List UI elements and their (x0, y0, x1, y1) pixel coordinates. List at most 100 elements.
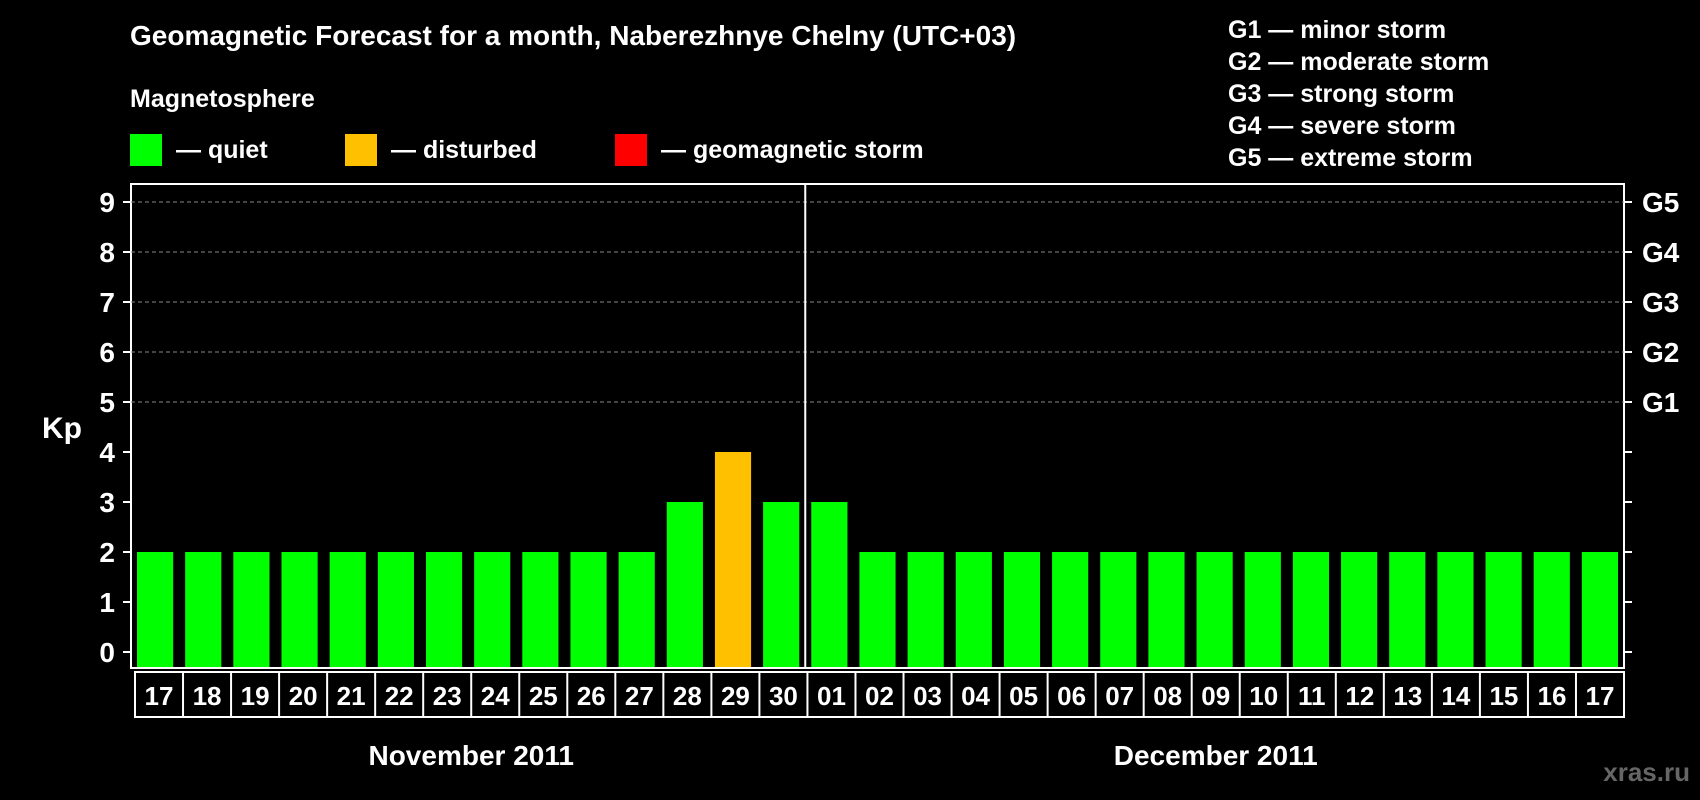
bar-25 (1341, 552, 1378, 667)
x-tick-label-28: 15 (1489, 681, 1518, 711)
legend-quiet: — quiet (130, 133, 268, 167)
g-scale-item-g1: G1 — minor storm (1228, 16, 1447, 44)
watermark: xras.ru (1603, 757, 1690, 787)
legend-label-storm: — geomagnetic storm (661, 135, 924, 164)
g-scale-item-g5: G5 — extreme storm (1228, 144, 1473, 172)
x-tick-label-4: 21 (337, 681, 366, 711)
y-tick-label-7: 7 (99, 287, 115, 318)
bar-18 (1003, 552, 1041, 667)
x-tick-label-25: 12 (1345, 681, 1374, 711)
day-axis-frame (134, 671, 1625, 718)
section-label: Magnetosphere (130, 85, 315, 113)
y-tick-label-0: 0 (99, 637, 115, 668)
bar-8 (522, 552, 559, 667)
bar-13 (763, 502, 800, 667)
x-tick-label-13: 30 (769, 681, 798, 711)
x-tick-label-14: 01 (817, 681, 846, 711)
bar-24 (1292, 552, 1330, 667)
y-tick-label-5: 5 (99, 387, 115, 418)
x-tick-label-1: 18 (193, 681, 222, 711)
g-scale-list: G1 — minor storm G2 — moderate storm G3 … (1228, 14, 1489, 174)
x-tick-label-11: 28 (673, 681, 702, 711)
legend-label-quiet: — quiet (176, 135, 268, 164)
legend-swatch-disturbed (345, 134, 377, 166)
x-tick-label-18: 05 (1009, 681, 1038, 711)
x-tick-label-5: 22 (385, 681, 414, 711)
g-axis-label-g2: G2 (1642, 337, 1679, 368)
x-tick-label-30: 17 (1586, 681, 1615, 711)
bar-27 (1437, 552, 1474, 667)
bar-20 (1100, 552, 1137, 667)
x-tick-label-24: 11 (1298, 681, 1326, 711)
bar-14 (811, 502, 848, 667)
bar-28 (1485, 552, 1522, 667)
x-tick-label-10: 27 (625, 681, 654, 711)
x-tick-label-26: 13 (1393, 681, 1422, 711)
bar-1 (185, 552, 222, 667)
legend-disturbed: — disturbed (345, 133, 537, 167)
month-label-0: November 2011 (368, 740, 573, 771)
chart-title: Geomagnetic Forecast for a month, Nabere… (130, 20, 1017, 51)
bar-23 (1244, 552, 1281, 667)
g-scale-item-g3: G3 — strong storm (1228, 80, 1455, 108)
bar-26 (1389, 552, 1426, 667)
bar-17 (955, 552, 992, 667)
y-tick-label-9: 9 (99, 187, 115, 218)
x-tick-label-21: 08 (1153, 681, 1182, 711)
g-axis-label-g3: G3 (1642, 287, 1679, 318)
bar-30 (1581, 552, 1618, 667)
bar-2 (233, 552, 270, 667)
bar-5 (377, 552, 414, 667)
y-tick-label-4: 4 (99, 437, 115, 468)
x-tick-label-8: 25 (529, 681, 558, 711)
bar-7 (474, 552, 511, 667)
g-axis-label-g4: G4 (1642, 237, 1680, 268)
bar-4 (329, 552, 366, 667)
y-tick-label-6: 6 (99, 337, 115, 368)
bar-3 (281, 552, 318, 667)
bar-15 (859, 552, 896, 667)
bar-21 (1148, 552, 1185, 667)
y-tick-label-1: 1 (99, 587, 115, 618)
legend-label-disturbed: — disturbed (391, 135, 537, 164)
x-tick-label-20: 07 (1105, 681, 1134, 711)
legend-swatch-quiet (130, 134, 162, 166)
legend-storm: — geomagnetic storm (615, 133, 924, 167)
y-tick-label-3: 3 (99, 487, 115, 518)
x-tick-label-27: 14 (1441, 681, 1470, 711)
bar-19 (1052, 552, 1089, 667)
bar-12 (714, 452, 752, 667)
y-tick-label-8: 8 (99, 237, 115, 268)
y-tick-label-2: 2 (99, 537, 115, 568)
bar-11 (666, 502, 703, 667)
bar-16 (907, 552, 944, 667)
bar-0 (137, 552, 174, 667)
bar-29 (1533, 552, 1570, 667)
bar-9 (570, 552, 607, 667)
x-tick-label-29: 16 (1537, 681, 1566, 711)
x-tick-label-9: 26 (577, 681, 606, 711)
x-tick-label-3: 20 (289, 681, 318, 711)
bar-6 (425, 552, 463, 667)
x-tick-label-0: 17 (145, 681, 174, 711)
x-tick-label-2: 19 (241, 681, 270, 711)
month-label-1: December 2011 (1114, 740, 1318, 771)
g-axis-label-g1: G1 (1642, 387, 1679, 418)
bar-10 (618, 552, 655, 667)
x-tick-label-12: 29 (721, 681, 750, 711)
x-tick-label-16: 03 (913, 681, 942, 711)
g-axis-label-g5: G5 (1642, 187, 1679, 218)
x-tick-label-6: 23 (433, 681, 462, 711)
y-axis-label: Kp (42, 412, 82, 445)
g-scale-item-g2: G2 — moderate storm (1228, 48, 1490, 76)
x-tick-label-15: 02 (865, 681, 894, 711)
x-tick-label-19: 06 (1057, 681, 1086, 711)
x-tick-label-17: 04 (961, 681, 990, 711)
plot-frame (130, 183, 1625, 669)
x-tick-label-23: 10 (1249, 681, 1278, 711)
bar-22 (1196, 552, 1233, 667)
x-tick-label-7: 24 (481, 681, 510, 711)
legend-swatch-storm (615, 134, 647, 166)
g-scale-item-g4: G4 — severe storm (1228, 112, 1456, 140)
